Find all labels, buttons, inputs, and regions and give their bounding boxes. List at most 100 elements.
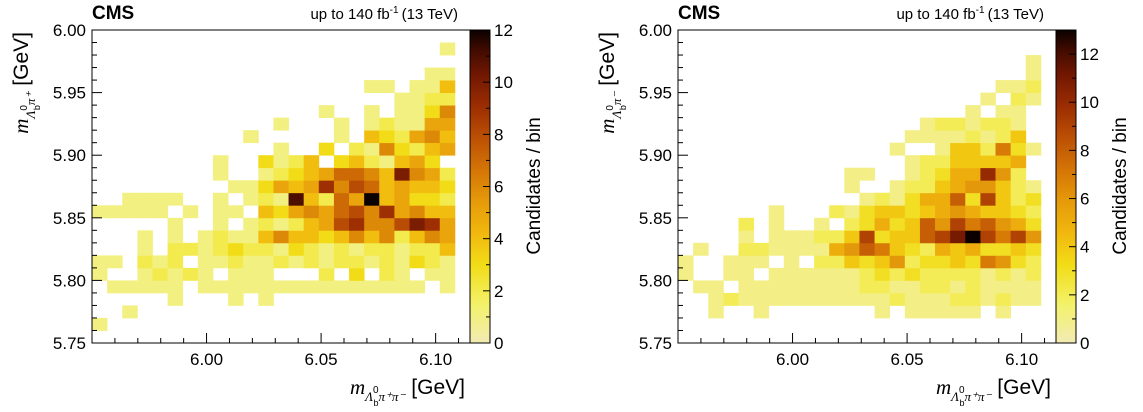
heatmap-cell [980,180,996,194]
heatmap-cell [814,280,830,294]
z-ticks: 0 2 4 6 8 10 12 [483,21,513,353]
heatmap-cell [92,267,108,281]
heatmap-cell [439,267,456,281]
heatmap-cell [394,242,410,256]
heatmap-cell [243,267,259,281]
heatmap-cell [965,242,981,256]
heatmap-cell [965,217,981,231]
heatmap-cell [379,230,395,244]
heatmap-cell [333,217,350,231]
heatmap-cell [243,255,259,269]
heatmap-cell [798,230,815,244]
heatmap-cell [995,230,1012,244]
heatmap-cell [753,280,770,294]
y-tick-label: 5.90 [639,146,672,165]
heatmap-cell [439,42,456,56]
heatmap-cell [1010,105,1027,119]
heatmap-cell [439,217,456,231]
heatmap-cell [394,117,410,131]
heatmap-cell [904,230,921,244]
heatmap-cell [889,255,906,269]
heatmap-cell [409,280,426,294]
z-tick-label: 4 [1080,238,1089,257]
heatmap-cell [768,267,785,281]
heatmap-cell [995,205,1012,219]
heatmap-cell [212,167,229,181]
heatmap-cell [768,280,785,294]
heatmap-cell [995,192,1012,206]
heatmap-cell [859,192,875,206]
heatmap-cell [829,267,845,281]
heatmap-cell [904,130,921,144]
heatmap-cell [904,305,921,319]
heatmap-cell [753,305,770,319]
heatmap-cell [424,105,441,119]
heatmap-cell [965,192,981,206]
heatmap-cell [364,205,380,219]
heatmap-cell [409,80,426,93]
heatmap-cell [288,255,305,269]
heatmap-cell [950,180,966,194]
heatmap-cell [829,255,845,269]
heatmap-cell [333,230,350,244]
x-tick-label: 6.00 [776,350,809,369]
heatmap-cell [783,267,800,281]
heatmap-cell [273,180,289,194]
heatmap-cell [364,80,380,93]
z-tick-label: 0 [1080,334,1089,353]
heatmap-cell [950,242,966,256]
heatmap-cell [318,280,335,294]
heatmap-cell [950,192,966,206]
heatmap-cell [738,267,754,281]
heatmap-cell [318,180,335,194]
heatmap-cell [814,217,830,231]
heatmap-cell [379,217,395,231]
heatmap-cell [738,217,754,231]
heatmap-cell [919,255,936,269]
z-tick-label: 12 [1080,45,1099,64]
heatmap-cell [394,280,410,294]
heatmap-cell [409,180,426,194]
heatmap-cell [738,242,754,256]
heatmap-cell [950,267,966,281]
heatmap-cell [318,105,335,119]
heatmap-cell [137,242,153,256]
heatmap-cell [950,155,966,169]
heatmap-cell [137,205,153,219]
heatmap-cell [439,67,456,81]
heatmap-cell [409,142,426,156]
heatmap-cell [919,280,936,294]
heatmap-cell [288,242,305,256]
heatmap-cell [182,242,199,256]
heatmap-cell [167,230,184,244]
heatmap-cell [424,142,441,156]
heatmap-cell [228,230,244,244]
heatmap-cell [424,205,441,219]
heatmap-cell [243,230,259,244]
heatmap-cell [950,117,966,131]
heatmap-cell [738,230,754,244]
heatmap-cell [288,155,305,169]
heatmap-cell [273,205,289,219]
heatmap-cell [379,280,395,294]
y-axis-label: mΛ0 bπ⁻[GeV] [595,32,628,134]
heatmap-cell [379,267,395,281]
z-axis-label: Candidates / bin [1110,117,1131,254]
heatmap-cell [965,167,981,181]
heatmap-cell [950,130,966,144]
z-tick-label: 12 [494,21,513,40]
heatmap-cell [379,192,395,206]
heatmap-cell [303,255,320,269]
x-ticks: 6.00 6.05 6.10 [700,333,1046,369]
heatmap-cell [409,130,426,144]
y-tick-label: 5.90 [53,146,86,165]
heatmap-cell [723,292,739,306]
heatmap-cell [1025,230,1042,244]
heatmap-cell [303,155,320,169]
heatmap-cell [950,217,966,231]
heatmap-cell [212,192,229,206]
heatmap-cell [874,280,891,294]
heatmap-cell [919,192,936,206]
heatmap-cell [814,292,830,306]
heatmap-cell [889,180,906,194]
